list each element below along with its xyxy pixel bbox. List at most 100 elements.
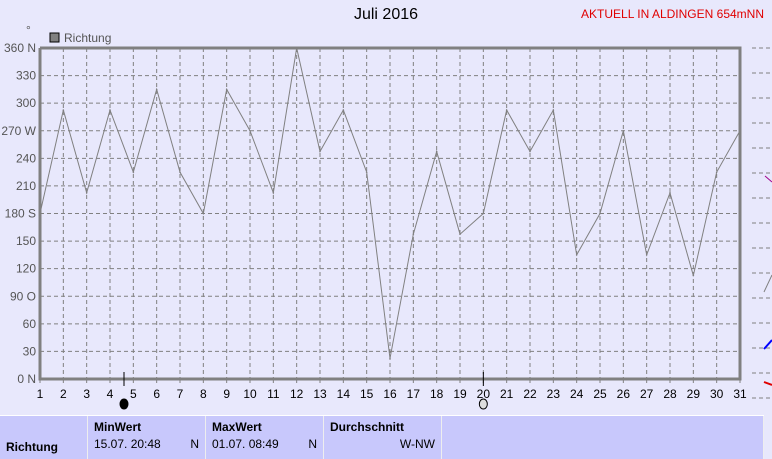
avg-cell: Durchschnitt W-NW [324, 416, 442, 459]
data-point [412, 233, 415, 235]
data-point [482, 212, 485, 215]
x-tick-label: 10 [243, 387, 257, 401]
data-point [85, 192, 88, 194]
x-tick-label: 5 [130, 387, 137, 401]
min-value: N [190, 437, 199, 451]
empty-cell [442, 416, 764, 459]
data-point [645, 254, 648, 256]
max-header: MaxWert [212, 420, 262, 434]
data-point [505, 109, 508, 111]
data-point [132, 171, 135, 173]
x-tick-label: 1 [37, 387, 44, 401]
y-tick-label: 330 [16, 69, 36, 83]
chart-title: Juli 2016 [353, 6, 419, 23]
data-point [179, 171, 181, 173]
y-tick-label: 360 N [4, 41, 36, 55]
adjacent-chart-line [763, 381, 772, 386]
x-tick-label: 2 [60, 387, 67, 401]
adjacent-chart-line [764, 175, 772, 183]
adjacent-chart-line [763, 339, 772, 350]
x-tick-label: 24 [570, 387, 584, 401]
y-tick-label: 180 S [5, 207, 36, 221]
avg-value: W-NW [399, 437, 435, 451]
full-moon-icon [478, 398, 488, 410]
row-label-cell: Richtung [0, 416, 88, 459]
x-tick-label: 15 [360, 387, 374, 401]
x-tick-label: 28 [663, 387, 677, 401]
legend-label: Richtung [64, 31, 111, 45]
x-tick-label: 11 [267, 387, 280, 401]
x-tick-label: 23 [547, 387, 561, 401]
y-tick-label: 210 [16, 179, 36, 193]
x-tick-label: 26 [617, 387, 631, 401]
min-date: 15.07. 20:48 [94, 437, 161, 451]
data-point [692, 274, 695, 277]
data-point [622, 129, 625, 132]
data-point [669, 192, 671, 194]
data-point [109, 109, 111, 111]
x-tick-label: 19 [453, 387, 467, 401]
y-tick-label: 0 N [17, 372, 36, 386]
legend-swatch [49, 32, 60, 43]
y-tick-label: 120 [16, 262, 36, 276]
data-point [389, 357, 391, 360]
x-tick-label: 6 [153, 387, 160, 401]
x-tick-label: 3 [83, 387, 90, 401]
row-label: Richtung [6, 440, 58, 454]
x-tick-label: 17 [407, 387, 421, 401]
y-tick-label: 300 [16, 96, 36, 110]
avg-header: Durchschnitt [330, 420, 405, 434]
x-tick-label: 30 [710, 387, 724, 401]
min-header: MinWert [94, 420, 142, 434]
x-tick-label: 20 [477, 387, 491, 401]
max-cell: MaxWert 01.07. 08:49 N [206, 416, 324, 459]
data-point [739, 129, 741, 132]
data-point [155, 88, 158, 91]
data-point [295, 47, 298, 49]
y-tick-label: 150 [16, 234, 36, 248]
new-moon-icon [119, 398, 129, 410]
y-tick-label: 60 [23, 317, 37, 331]
x-tick-label: 4 [107, 387, 114, 401]
x-tick-label: 25 [593, 387, 607, 401]
data-point [39, 212, 41, 215]
x-tick-label: 8 [200, 387, 207, 401]
data-point [575, 254, 578, 256]
x-tick-label: 22 [523, 387, 537, 401]
y-tick-label: 30 [23, 344, 37, 358]
x-tick-label: 18 [430, 387, 444, 401]
y-tick-label: 90 O [10, 289, 36, 303]
data-point [249, 129, 251, 132]
data-point [62, 109, 65, 111]
data-point [225, 88, 228, 91]
data-point [459, 233, 461, 235]
x-tick-label: 9 [223, 387, 230, 401]
data-point [202, 212, 205, 215]
plot-frame [38, 46, 742, 381]
max-value: N [308, 437, 317, 451]
data-point [319, 150, 321, 153]
y-tick-label: 240 [16, 151, 36, 165]
degree-mark: ° [26, 23, 31, 37]
x-tick-label: 7 [177, 387, 184, 401]
x-tick-label: 31 [733, 387, 747, 401]
station-label: AKTUELL IN ALDINGEN 654mNN [581, 7, 764, 21]
max-date: 01.07. 08:49 [212, 437, 279, 451]
data-point [365, 171, 368, 173]
data-point [715, 171, 718, 173]
data-point [529, 150, 531, 153]
adjacent-chart-line [763, 274, 772, 293]
data-point [435, 150, 438, 153]
x-tick-label: 29 [687, 387, 701, 401]
x-tick-label: 13 [313, 387, 327, 401]
x-tick-label: 21 [500, 387, 514, 401]
min-cell: MinWert 15.07. 20:48 N [88, 416, 206, 459]
data-point [552, 109, 555, 111]
x-tick-label: 12 [290, 387, 304, 401]
data-point [599, 212, 601, 215]
x-tick-label: 27 [640, 387, 654, 401]
stats-table: Richtung MinWert 15.07. 20:48 N MaxWert 01.… [0, 415, 764, 459]
x-tick-label: 14 [337, 387, 351, 401]
x-tick-label: 16 [383, 387, 397, 401]
